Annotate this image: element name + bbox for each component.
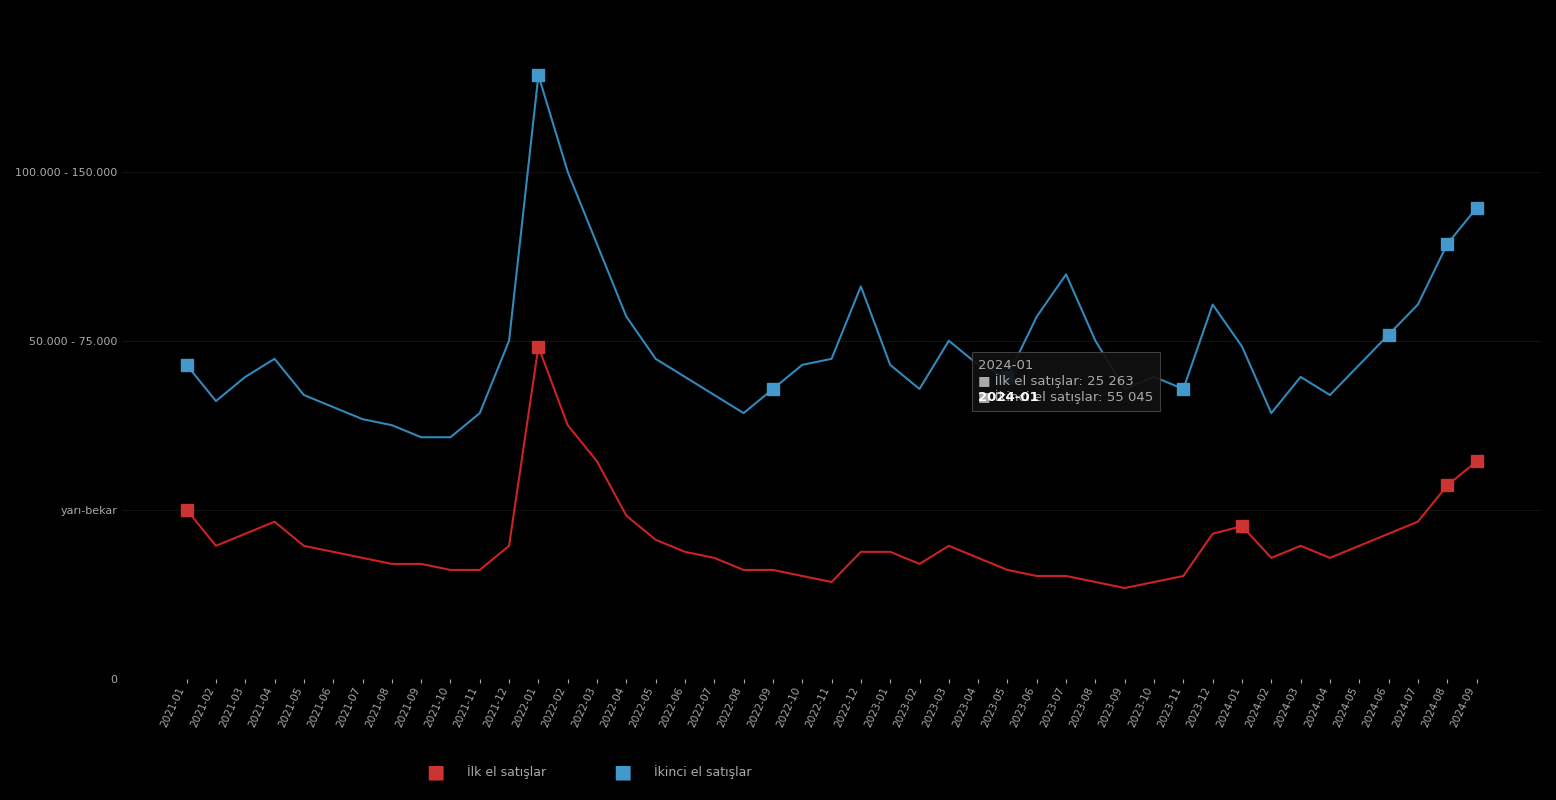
Text: 2024-01: 2024-01 bbox=[979, 391, 1039, 404]
Text: ■: ■ bbox=[613, 762, 632, 782]
Text: 2024-01
■ İlk el satışlar: 25 263
■ İkinci el satışlar: 55 045: 2024-01 ■ İlk el satışlar: 25 263 ■ İkin… bbox=[979, 358, 1153, 404]
Text: İlk el satışlar: İlk el satışlar bbox=[467, 765, 546, 779]
Text: ■: ■ bbox=[426, 762, 445, 782]
Text: İkinci el satışlar: İkinci el satışlar bbox=[654, 765, 752, 779]
